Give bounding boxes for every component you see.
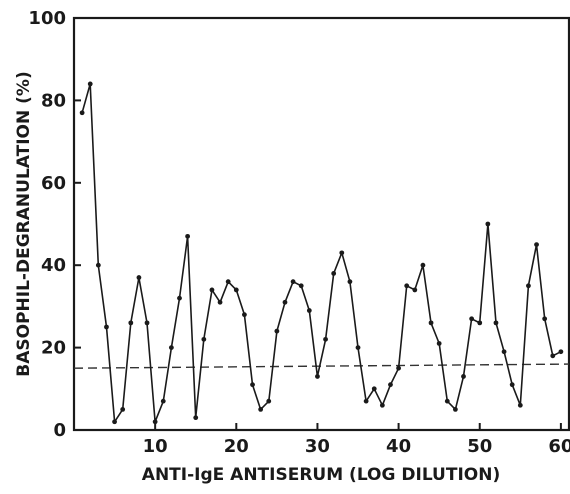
- x-axis-title: ANTI-IgE ANTISERUM (LOG DILUTION): [142, 465, 500, 485]
- data-point: [104, 324, 109, 330]
- data-point: [452, 407, 458, 412]
- data-point: [225, 279, 231, 285]
- y-tick-label: 20: [41, 338, 66, 359]
- y-axis-ticks: 0 20 40 60 80 100: [28, 8, 81, 441]
- data-point: [79, 110, 85, 116]
- data-point: [120, 407, 126, 412]
- data-point: [379, 402, 385, 408]
- data-point: [282, 299, 288, 305]
- data-point: [242, 312, 247, 318]
- data-point: [323, 336, 328, 342]
- data-point: [347, 279, 353, 285]
- data-point: [485, 221, 491, 227]
- x-tick-label: 50: [467, 436, 492, 457]
- data-point: [331, 271, 337, 276]
- plot-frame: [72, 16, 570, 432]
- data-point: [404, 283, 410, 289]
- data-point: [517, 402, 523, 408]
- data-point: [339, 250, 345, 256]
- series-layer: [73, 81, 570, 425]
- data-point: [469, 316, 475, 322]
- data-point: [233, 287, 239, 293]
- data-point: [306, 308, 312, 313]
- data-point: [177, 295, 182, 301]
- data-point: [185, 233, 191, 239]
- reference-dashed-line: [73, 363, 570, 369]
- degranulation-series-line: [81, 83, 562, 423]
- data-point: [526, 283, 531, 289]
- data-point: [258, 407, 264, 412]
- x-tick-label: 60: [548, 436, 570, 457]
- data-point: [87, 81, 93, 87]
- data-point: [396, 365, 401, 371]
- data-point: [144, 320, 150, 326]
- data-point: [501, 349, 507, 355]
- x-tick-label: 10: [143, 436, 168, 457]
- data-point: [209, 287, 215, 293]
- data-point: [436, 341, 442, 346]
- x-tick-label: 20: [224, 436, 249, 457]
- data-point: [160, 398, 166, 404]
- data-point: [355, 345, 361, 350]
- y-tick-label: 40: [41, 255, 66, 276]
- data-point: [95, 262, 101, 268]
- data-point: [315, 374, 320, 379]
- data-point: [461, 374, 466, 379]
- y-tick-label: 100: [28, 8, 66, 29]
- data-point: [136, 275, 142, 280]
- data-point: [412, 287, 418, 293]
- data-point: [542, 316, 548, 322]
- data-point: [558, 349, 564, 355]
- x-tick-label: 30: [305, 436, 330, 457]
- y-tick-label: 60: [41, 173, 66, 194]
- data-point: [217, 299, 223, 305]
- data-point: [420, 262, 426, 268]
- data-point: [112, 419, 117, 425]
- data-point: [477, 320, 483, 326]
- data-point: [444, 398, 450, 404]
- data-point: [128, 320, 134, 326]
- data-point: [193, 415, 199, 421]
- data-point: [509, 382, 515, 388]
- data-point: [250, 382, 255, 388]
- data-point: [534, 242, 539, 248]
- data-point: [493, 320, 499, 326]
- data-point: [550, 353, 556, 359]
- data-point: [428, 320, 434, 326]
- data-point: [152, 419, 158, 425]
- data-point: [363, 398, 369, 404]
- data-point: [371, 386, 377, 392]
- x-tick-label: 40: [386, 436, 411, 457]
- x-axis-ticks: 10 20 30 40 50 60: [143, 423, 570, 457]
- data-point: [274, 328, 280, 334]
- data-point: [168, 345, 174, 350]
- data-point: [388, 382, 393, 388]
- y-tick-label: 0: [53, 420, 66, 441]
- y-axis-title: BASOPHIL-DEGRANULATION (%): [14, 71, 34, 376]
- y-tick-label: 80: [41, 90, 66, 111]
- data-point: [298, 283, 304, 289]
- data-point: [290, 279, 296, 285]
- data-point: [266, 398, 272, 404]
- data-point: [201, 336, 207, 342]
